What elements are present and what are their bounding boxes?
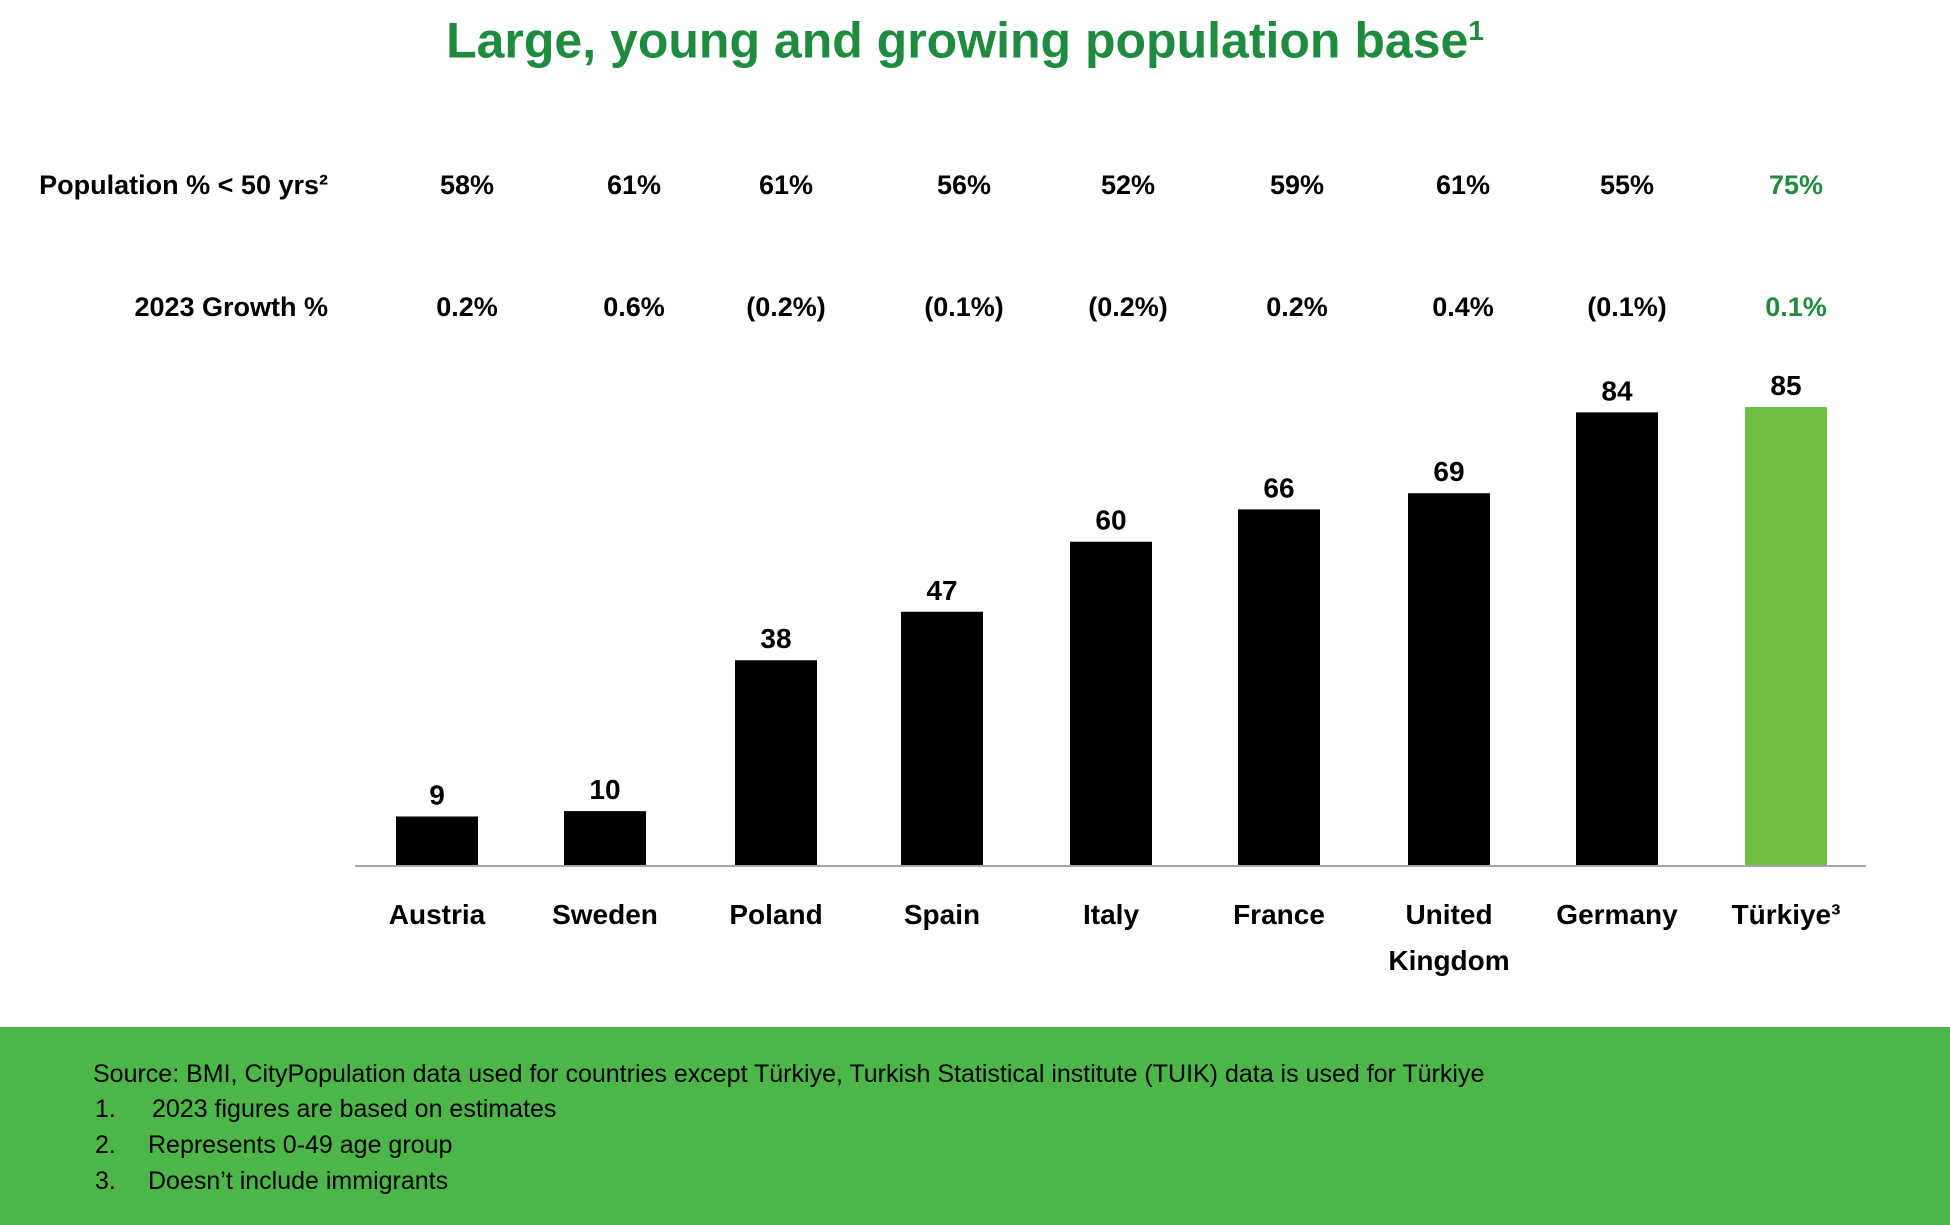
note-text: Doesn’t include immigrants <box>148 1167 449 1195</box>
bar-6 <box>1408 493 1490 865</box>
growth-row-label: 2023 Growth % <box>134 292 328 322</box>
growth-value: 0.2% <box>436 292 498 322</box>
growth-value: (0.1%) <box>1587 292 1667 322</box>
growth-value: (0.2%) <box>746 292 826 322</box>
population-value: 75% <box>1768 170 1824 200</box>
growth-value: 0.1% <box>1765 292 1827 322</box>
data-label: 9 <box>429 780 445 811</box>
title-footnote: 1 <box>1468 15 1484 46</box>
category-label: Spain <box>903 899 981 930</box>
growth-value: 0.6% <box>603 292 665 322</box>
category-label: Sweden <box>552 899 658 930</box>
category-label: Türkiye³ <box>1731 899 1841 930</box>
growth-value: (0.2%) <box>1088 292 1168 322</box>
growth-value: 0.4% <box>1432 292 1494 322</box>
population-value: 58% <box>439 170 495 200</box>
category-label: Poland <box>729 899 823 930</box>
data-label: 84 <box>1601 375 1633 406</box>
data-label: 47 <box>926 575 957 606</box>
growth-value: 0.2% <box>1266 292 1328 322</box>
data-label: 10 <box>589 774 620 805</box>
population-value: 56% <box>936 170 992 200</box>
category-label: Austria <box>388 899 486 930</box>
population-value: 52% <box>1100 170 1156 200</box>
bar-2 <box>735 660 817 865</box>
bar-0 <box>396 816 478 865</box>
category-label: France <box>1233 899 1325 930</box>
category-label: Germany <box>1556 899 1678 930</box>
note-text: 2023 figures are based on estimates <box>152 1095 557 1123</box>
data-label: 60 <box>1095 505 1126 536</box>
footer: Source: BMI, CityPopulation data used fo… <box>0 1027 1950 1225</box>
note-number: 1. <box>95 1095 116 1123</box>
bar-8 <box>1745 407 1827 865</box>
population-value: 61% <box>606 170 662 200</box>
growth-value: (0.1%) <box>924 292 1004 322</box>
bar-chart: 9 10 38 47 60 66 69 84 85 <box>355 370 1866 867</box>
population-row-label: Population % < 50 yrs² <box>39 170 328 200</box>
bar-7 <box>1576 412 1658 865</box>
population-value: 61% <box>758 170 814 200</box>
data-label: 38 <box>760 623 791 654</box>
category-label: United Kingdom <box>1388 899 1510 976</box>
bar-3 <box>901 611 983 865</box>
data-label: 85 <box>1770 370 1801 401</box>
population-value: 61% <box>1435 170 1491 200</box>
page-title: Large, young and growing population base… <box>0 0 1930 72</box>
data-label: 69 <box>1433 456 1464 487</box>
title-text: Large, young and growing population base <box>446 12 1469 69</box>
source-note: Source: BMI, CityPopulation data used fo… <box>93 1060 1485 1088</box>
data-label: 66 <box>1263 472 1294 503</box>
population-value: 59% <box>1269 170 1325 200</box>
note-text: Represents 0-49 age group <box>148 1131 453 1159</box>
population-value: 55% <box>1599 170 1655 200</box>
note-number: 3. <box>95 1167 116 1195</box>
bar-1 <box>564 811 646 865</box>
category-label: Italy <box>1082 899 1140 930</box>
note-number: 2. <box>95 1131 116 1159</box>
bar-4 <box>1070 541 1152 865</box>
bar-5 <box>1238 509 1320 865</box>
